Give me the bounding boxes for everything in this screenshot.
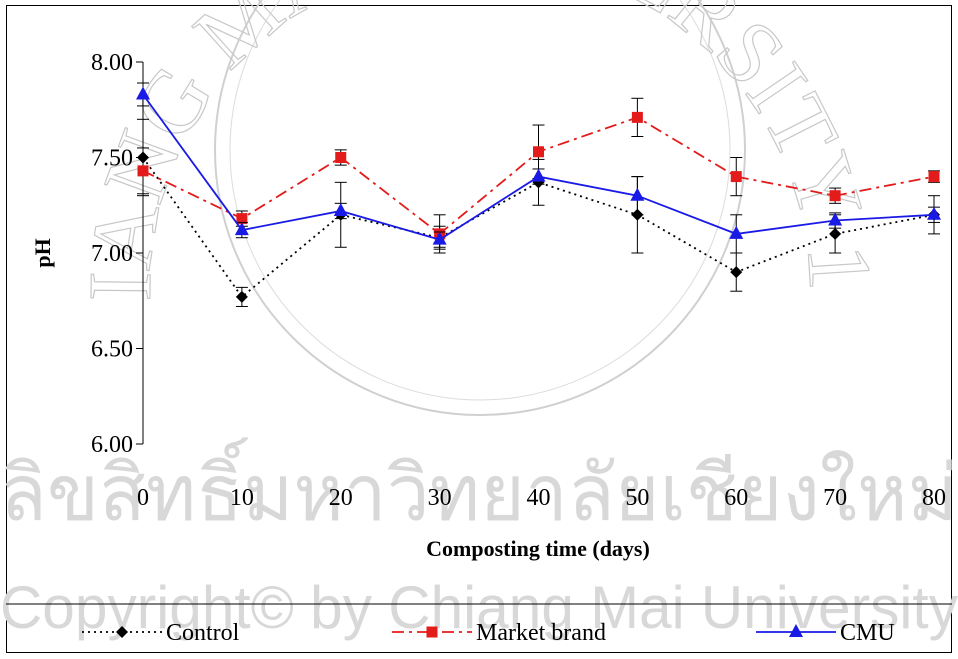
data-point [235, 290, 248, 303]
y-tick-label: 6.50 [91, 337, 133, 363]
axes: 6.00 6.50 7.00 7.50 8.00 0 10 20 30 40 50 60 70 80 [91, 50, 946, 511]
data-point [533, 146, 544, 158]
data-point [236, 213, 248, 225]
data-point [432, 231, 447, 245]
data-point [333, 202, 348, 216]
data-point [829, 227, 842, 240]
data-point [631, 111, 643, 123]
legend-label: CMU [840, 620, 895, 646]
data-point [531, 168, 546, 182]
series-cmu [136, 82, 941, 254]
legend-item-cmu: CMU [756, 620, 895, 646]
legend-label: Market brand [476, 620, 606, 646]
data-point [730, 266, 743, 279]
x-tick-label: 20 [329, 485, 353, 511]
data-point [729, 225, 744, 239]
data-point [928, 171, 940, 183]
x-tick-label: 40 [527, 485, 551, 511]
y-tick-label: 6.00 [91, 432, 133, 458]
data-point [136, 86, 150, 100]
seal-ring [214, 0, 746, 416]
y-ticks: 6.00 6.50 7.00 7.50 8.00 [91, 50, 143, 458]
legend-label: Control [166, 620, 240, 646]
seal-inner-ring [229, 0, 731, 401]
x-tick-label: 70 [823, 485, 847, 511]
data-point [234, 222, 249, 236]
data-point [829, 190, 841, 202]
legend-item-market-brand: Market brand [392, 620, 606, 646]
y-tick-label: 8.00 [91, 50, 133, 76]
legend-marker [789, 624, 803, 637]
x-tick-label: 10 [230, 485, 254, 511]
data-point [335, 152, 347, 163]
series-layer [136, 82, 941, 307]
x-tick-label: 30 [428, 485, 452, 511]
y-axis-title: pH [30, 238, 55, 267]
data-point [828, 212, 843, 226]
chart-frame [6, 5, 952, 653]
x-tick-label: 60 [724, 485, 748, 511]
legend-marker [426, 626, 438, 638]
x-tick-label: 80 [922, 485, 946, 511]
data-point [730, 171, 742, 183]
data-point [630, 187, 645, 201]
x-ticks: 0 10 20 30 40 50 60 70 80 [137, 485, 946, 511]
x-tick-label: 50 [625, 485, 649, 511]
legend-marker [116, 626, 128, 638]
x-tick-label: 0 [137, 485, 149, 511]
thai-watermark-text: ลิขสิทธิ์มหาวิทยาลัยเชียงใหม่ [0, 437, 958, 537]
legend-item-control: Control [82, 620, 240, 646]
data-point [137, 165, 149, 177]
data-point [927, 206, 941, 220]
x-axis-title: Composting time (days) [426, 536, 650, 561]
y-tick-label: 7.50 [91, 146, 133, 172]
y-tick-label: 7.00 [91, 241, 133, 267]
legend: Control Market brand CMU [82, 620, 895, 646]
